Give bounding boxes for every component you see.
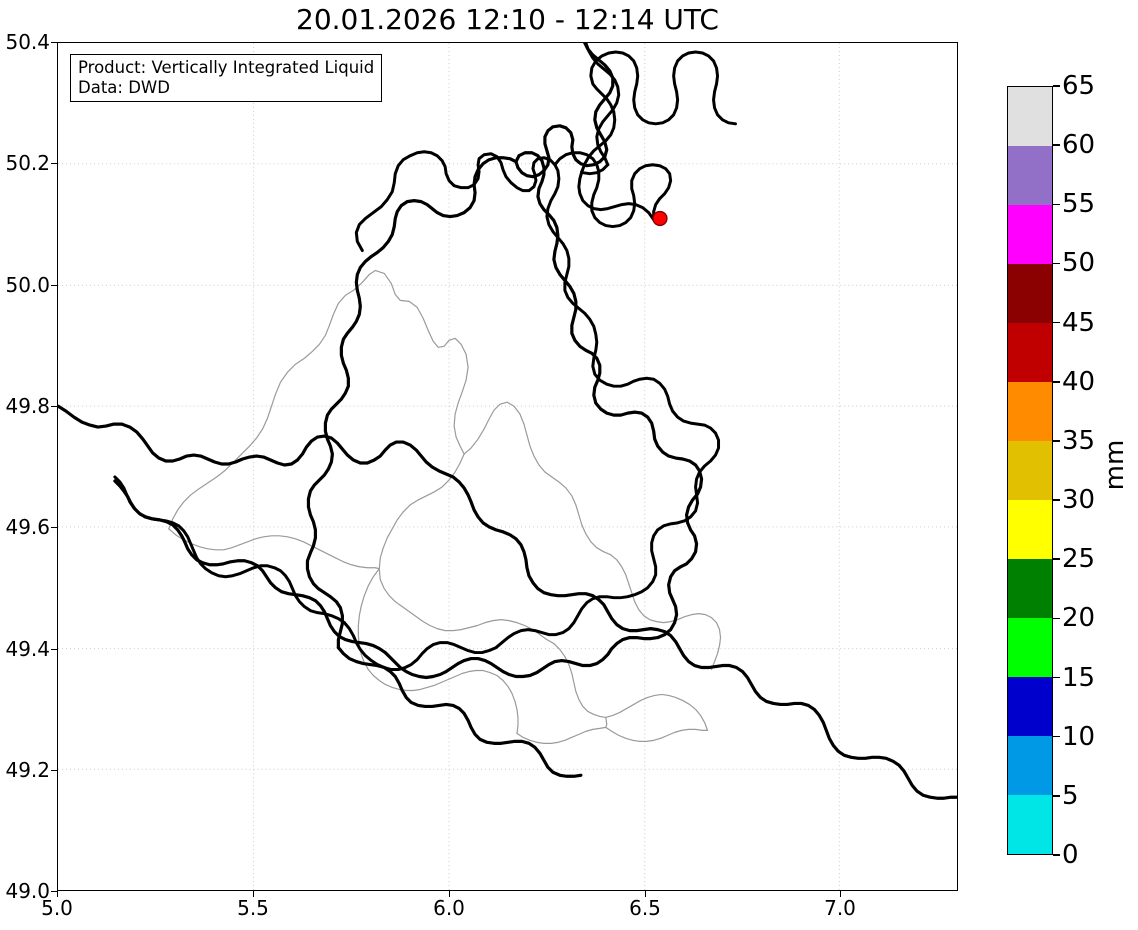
xtick-mark — [57, 891, 59, 897]
page-title: 20.01.2026 12:10 - 12:14 UTC — [296, 3, 719, 36]
colorbar-tick-label: 60 — [1062, 130, 1096, 161]
xtick-label: 6.5 — [629, 896, 661, 920]
colorbar-band — [1008, 146, 1052, 205]
data-source-line: Data: DWD — [78, 77, 170, 97]
xtick-label: 5.0 — [41, 896, 73, 920]
colorbar-tick-label: 50 — [1062, 248, 1096, 279]
ytick-label: 50.4 — [5, 30, 95, 54]
colorbar-tick-label: 25 — [1062, 544, 1096, 575]
ytick-mark — [51, 406, 57, 408]
xtick-mark — [645, 891, 647, 897]
colorbar-band — [1008, 559, 1052, 618]
colorbar-tick-mark — [1053, 735, 1060, 738]
colorbar-tick-label: 5 — [1062, 780, 1079, 811]
xtick-label: 5.5 — [237, 896, 269, 920]
colorbar-tick-label: 0 — [1062, 840, 1079, 870]
colorbar-tick-label: 35 — [1062, 425, 1096, 456]
colorbar-tick-mark — [1053, 795, 1060, 797]
colorbar-tick-mark — [1053, 144, 1060, 146]
national-borders — [113, 43, 737, 672]
colorbar-tick-mark — [1053, 617, 1060, 620]
ytick-text: 49.6 — [5, 515, 50, 539]
colorbar-tick-label: 45 — [1062, 307, 1096, 338]
ytick-mark — [51, 42, 57, 44]
colorbar-band — [1008, 323, 1052, 382]
colorbar-tick-mark — [1053, 440, 1060, 442]
xtick-label: 7.0 — [824, 896, 856, 920]
colorbar-tick-label: 15 — [1062, 662, 1096, 693]
ytick-text: 50.2 — [5, 151, 50, 175]
ytick-text: 49.0 — [5, 879, 50, 903]
colorbar-band — [1008, 382, 1052, 441]
ytick-mark — [51, 891, 57, 893]
xtick-mark — [449, 891, 451, 897]
ytick-label: 49.2 — [5, 758, 95, 782]
internal-boundaries — [168, 269, 722, 744]
colorbar-band — [1008, 500, 1052, 559]
ytick-mark — [51, 649, 57, 651]
colorbar-band — [1008, 264, 1052, 323]
colorbar-axis-label: mm — [1100, 439, 1130, 491]
colorbar-tick-label: 40 — [1062, 366, 1096, 397]
border-detail-overlay — [113, 43, 704, 680]
colorbar-tick-mark — [1053, 85, 1060, 87]
colorbar-tick-label: 55 — [1062, 189, 1096, 220]
ytick-mark — [51, 285, 57, 287]
colorbar-band — [1008, 677, 1052, 736]
map-canvas — [58, 43, 957, 890]
colorbar-tick-mark — [1053, 203, 1060, 206]
ytick-mark — [51, 770, 57, 772]
colorbar-tick-label: 30 — [1062, 485, 1096, 516]
outer-national-borders — [58, 404, 957, 800]
colorbar-tick-mark — [1053, 558, 1060, 560]
colorbar-tick-mark — [1053, 499, 1060, 501]
colorbar-gradient — [1007, 86, 1053, 855]
colorbar-tick-mark — [1053, 262, 1060, 265]
ytick-text: 50.0 — [5, 273, 50, 297]
product-info-box: Product: Vertically Integrated Liquid Da… — [70, 54, 383, 102]
colorbar-tick-mark — [1053, 676, 1060, 679]
xtick-mark — [253, 891, 255, 897]
product-line: Product: Vertically Integrated Liquid — [78, 58, 375, 77]
colorbar-band — [1008, 618, 1052, 677]
colorbar-tick-mark — [1053, 854, 1060, 856]
radar-site-marker[interactable] — [652, 210, 668, 227]
ytick-mark — [51, 527, 57, 529]
colorbar-tick-label: 65 — [1062, 71, 1096, 101]
ytick-text: 49.4 — [5, 637, 50, 661]
ytick-label: 49.4 — [5, 637, 95, 661]
colorbar-tick-label: 10 — [1062, 721, 1096, 752]
colorbar-band — [1008, 736, 1052, 795]
colorbar-band — [1008, 795, 1052, 854]
ytick-text: 49.8 — [5, 394, 50, 418]
colorbar-band — [1008, 205, 1052, 264]
xtick-mark — [840, 891, 842, 897]
ytick-mark — [51, 163, 57, 165]
colorbar-tick-mark — [1053, 381, 1060, 383]
ytick-label: 49.8 — [5, 394, 95, 418]
colorbar-tick-label: 20 — [1062, 603, 1096, 634]
ytick-text: 50.4 — [5, 30, 50, 54]
ytick-label: 50.2 — [5, 151, 95, 175]
xtick-label: 6.0 — [433, 896, 465, 920]
map-plot-area[interactable] — [57, 42, 958, 891]
colorbar-tick-mark — [1053, 321, 1060, 324]
ytick-text: 49.2 — [5, 758, 50, 782]
colorbar — [1007, 86, 1053, 855]
colorbar-band — [1008, 87, 1052, 146]
ytick-label: 50.0 — [5, 273, 95, 297]
ytick-label: 49.6 — [5, 515, 95, 539]
gridlines — [58, 43, 957, 890]
ytick-label: 49.0 — [5, 879, 95, 903]
colorbar-band — [1008, 441, 1052, 500]
